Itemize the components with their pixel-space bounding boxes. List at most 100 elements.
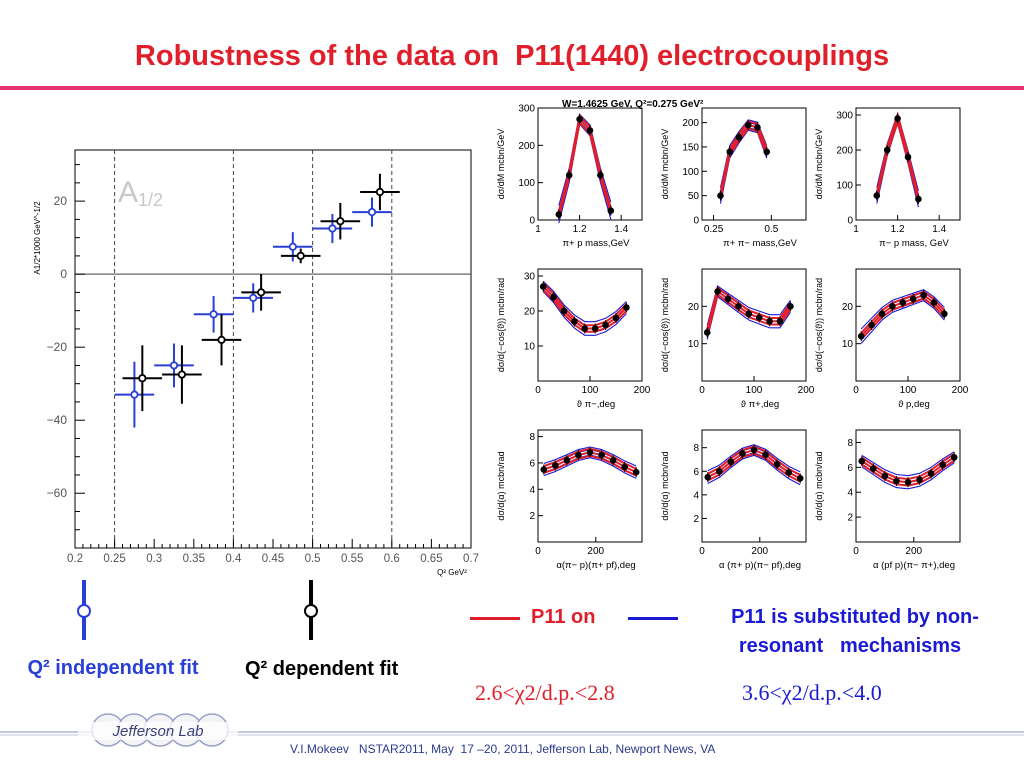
panel-3-point-8 — [623, 302, 630, 313]
panel-2-x-label: π− p mass, GeV — [879, 238, 949, 249]
panel-5-blue-curve-4 — [860, 288, 945, 330]
panel-1-point-3 — [744, 120, 752, 131]
panel-1-point-5 — [763, 146, 771, 157]
panel-1-x-label: π+ π− mass,GeV — [723, 238, 797, 249]
panel-frame-2 — [855, 107, 961, 221]
panel-1-point-2 — [735, 132, 743, 143]
panel-7-point-0 — [704, 472, 712, 483]
panel-0-point-4 — [597, 170, 604, 181]
dependent-point-0 — [122, 345, 163, 412]
panel-4-x-label: ϑ π+,deg — [741, 399, 779, 410]
panel-5-y-tick-label-0: 10 — [842, 339, 854, 350]
panel-3-y-tick-label-1: 20 — [524, 307, 536, 318]
panel-7-x-tick-label-1: 200 — [751, 546, 768, 557]
panel-frame-0 — [537, 107, 643, 221]
panel-4-point-5 — [755, 312, 763, 323]
panel-5-point-7 — [930, 297, 938, 308]
chi2-p11-on: 2.6<χ2/d.p.<2.8 — [475, 680, 615, 705]
panel-2-y-tick-label-2: 200 — [836, 146, 853, 157]
main-y-axis-label: A1/2*1000 GeV^-1/2 — [33, 201, 42, 275]
main-y-tick-label-3: −40 — [47, 413, 68, 427]
panel-8-point-5 — [916, 474, 923, 485]
main-x-axis-label: Q² GeV² — [437, 568, 467, 577]
panel-4-x-tick-label-2: 200 — [798, 385, 815, 396]
main-plot-frame — [74, 149, 472, 549]
p11-off-label-line2: resonant mechanisms — [738, 635, 962, 657]
panel-6-blue-curve-4 — [543, 446, 637, 467]
panel-3-point-3 — [571, 316, 578, 327]
dependent-point-5 — [320, 202, 361, 240]
svg-text:Jefferson Lab: Jefferson Lab — [112, 723, 204, 740]
dependent-point-4 — [280, 248, 321, 264]
panel-8-point-8 — [950, 452, 958, 463]
panel-5-x-tick-label-0: 0 — [853, 385, 859, 396]
panel-3-y-label: dσ/d(−cos(ϑ)) mcbn/rad — [496, 278, 506, 372]
fit-panel-3: 0 100 200 10 20 30 ϑ π−,deg dσ/d(−cos(ϑ)) mcbn/… — [496, 268, 651, 410]
panel-8-x-tick-label-1: 200 — [905, 546, 922, 557]
dependent-fit-marker — [304, 580, 318, 640]
panel-6-point-7 — [621, 461, 628, 472]
main-x-tick-label-7: 0.55 — [341, 553, 363, 565]
panel-4-point-1 — [714, 286, 721, 297]
panel-frame-8 — [855, 429, 961, 543]
panel-4-x-tick-label-1: 100 — [746, 385, 763, 396]
panel-7-x-tick-label-0: 0 — [699, 546, 705, 557]
panel-3-y-tick-label-0: 10 — [524, 342, 536, 353]
dependent-fit-label: Q² dependent fit — [245, 658, 399, 680]
panel-4-point-8 — [787, 301, 794, 312]
main-x-tick-label-3: 0.35 — [183, 553, 205, 565]
panel-header: W=1.4625 GeV, Q²=0.275 GeV² — [562, 99, 704, 110]
footer-citation: V.I.Mokeev NSTAR2011, May 17 –20, 2011, … — [290, 742, 716, 756]
panel-8-point-1 — [870, 463, 877, 474]
panel-1-point-1 — [726, 146, 734, 157]
panel-2-point-4 — [915, 194, 922, 204]
panel-2-y-label: dσ/dM mcbn/GeV — [814, 129, 824, 200]
fit-panels-grid: W=1.4625 GeV, Q²=0.275 GeV² 1 1.2 1.401002… — [496, 99, 969, 571]
panel-3-blue-curve-0 — [542, 291, 627, 336]
panel-1-y-tick-label-1: 50 — [688, 191, 700, 202]
panel-6-x-label: α(π− p)(π+ pf),deg — [556, 560, 635, 571]
independent-point-4 — [273, 232, 313, 262]
panel-2-x-tick-label-0: 1 — [853, 224, 859, 235]
panel-3-point-2 — [560, 306, 568, 316]
panel-2-y-tick-label-1: 100 — [836, 181, 853, 192]
panel-2-x-tick-label-2: 1.4 — [932, 224, 946, 235]
independent-point-0 — [114, 361, 155, 428]
panel-2-point-3 — [904, 152, 912, 162]
panel-2-red-curve-1 — [875, 115, 920, 200]
panel-8-point-4 — [904, 477, 912, 488]
panel-0-y-tick-label-1: 100 — [518, 178, 535, 189]
panel-8-point-6 — [927, 468, 935, 479]
main-x-tick-label-2: 0.3 — [146, 553, 162, 565]
panel-7-y-label: dσ/d(α) mcbn/rad — [660, 451, 670, 520]
panel-0-point-2 — [576, 114, 583, 125]
panel-6-point-3 — [575, 450, 582, 461]
panel-0-point-1 — [565, 170, 573, 181]
p11-on-label: P11 on — [531, 606, 596, 628]
panel-1-y-tick-label-0: 0 — [693, 216, 699, 227]
panel-frame-6 — [537, 429, 643, 543]
p11-on-line — [470, 617, 520, 620]
slide-title: Robustness of the data on P11(1440) elec… — [134, 40, 890, 72]
panel-5-y-label: dσ/d(−cos(ϑ)) mcbn/rad — [814, 278, 824, 372]
main-x-tick-label-0: 0.2 — [67, 553, 83, 565]
panel-7-point-1 — [716, 466, 723, 477]
panel-0-point-5 — [607, 205, 615, 216]
panel-7-y-tick-label-2: 6 — [693, 467, 699, 478]
panel-8-point-0 — [858, 456, 866, 467]
panel-1-y-tick-label-4: 200 — [682, 118, 699, 129]
panel-4-point-7 — [776, 316, 784, 327]
panel-6-y-tick-label-0: 2 — [529, 511, 535, 522]
panel-7-point-4 — [750, 445, 758, 456]
panel-0-x-tick-label-2: 1.4 — [614, 224, 628, 235]
panel-0-y-label: dσ/dM mcbn/GeV — [496, 129, 506, 200]
panel-2-point-1 — [883, 145, 891, 155]
panel-0-red-curve-0 — [557, 120, 612, 218]
panel-8-y-label: dσ/d(α) mcbn/rad — [814, 451, 824, 520]
panel-4-blue-curve-0 — [706, 295, 791, 340]
panel-2-point-0 — [873, 190, 881, 201]
panel-0-y-tick-label-3: 300 — [518, 104, 535, 115]
panel-5-point-4 — [899, 297, 907, 308]
panel-0-y-tick-label-0: 0 — [529, 216, 535, 227]
panel-7-blue-curve-4 — [707, 444, 801, 473]
